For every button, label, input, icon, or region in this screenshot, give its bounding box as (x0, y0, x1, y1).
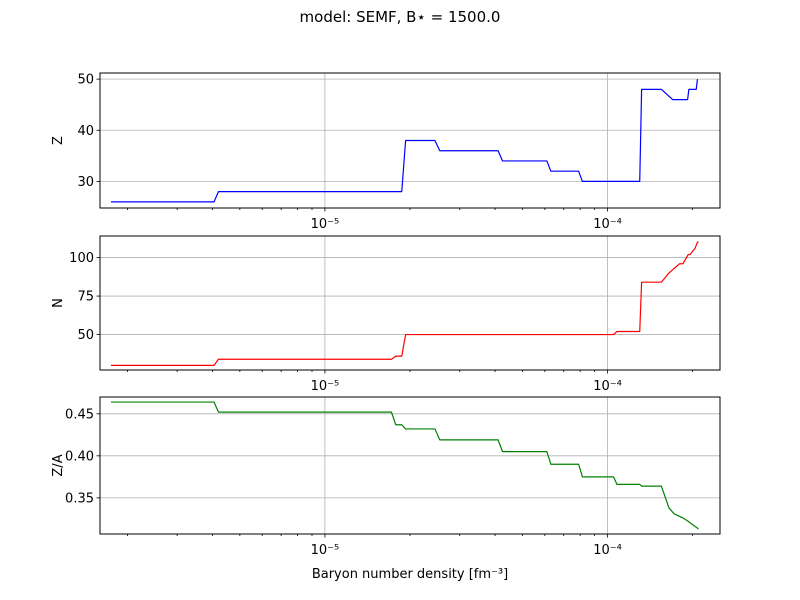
x-tick-label: 10⁻⁴ (593, 217, 622, 232)
y-tick-label: 50 (77, 73, 94, 88)
x-tick-label: 10⁻⁵ (311, 543, 340, 558)
x-tick-label: 10⁻⁴ (593, 379, 622, 394)
y-tick-label: 100 (69, 251, 94, 266)
x-tick-label: 10⁻⁵ (311, 217, 340, 232)
x-axis-label-text: Baryon number density [fm⁻³] (311, 567, 509, 582)
subplot-1: 10⁻⁵ 10⁻⁴ 30 40 50 Z (51, 72, 721, 232)
y-tick-label: 0.40 (65, 449, 94, 464)
y-axis-label: Z (51, 136, 66, 145)
y-tick-label: 40 (77, 124, 94, 139)
y-tick-label: 0.35 (65, 491, 94, 506)
x-tick-label: 10⁻⁵ (311, 379, 340, 394)
y-axis-label: N (51, 298, 66, 308)
x-tick-label: 10⁻⁴ (593, 543, 622, 558)
y-tick-label: 30 (77, 175, 94, 190)
subplot-2: 10⁻⁵ 10⁻⁴ 50 75 100 N (51, 235, 721, 394)
y-axis-label: Z/A (51, 454, 66, 476)
axes-frame (99, 235, 721, 371)
y-tick-label: 0.45 (65, 407, 94, 422)
y-tick-label: 75 (77, 290, 94, 305)
axes-frame (99, 396, 721, 535)
y-tick-label: 50 (77, 328, 94, 343)
subplot-3: 10⁻⁵ 10⁻⁴ 0.35 0.40 0.45 Z/A (51, 396, 721, 558)
figure-title-text: model: SEMF, B⋆ = 1500.0 (299, 8, 501, 26)
series-line-n (111, 241, 699, 366)
axes-frame (99, 72, 721, 209)
figure-title: model: SEMF, B⋆ = 1500.0 (0, 8, 800, 26)
series-line-z-a (111, 401, 699, 530)
series-line-z (111, 79, 699, 203)
x-axis-label: Baryon number density [fm⁻³] (100, 567, 720, 582)
